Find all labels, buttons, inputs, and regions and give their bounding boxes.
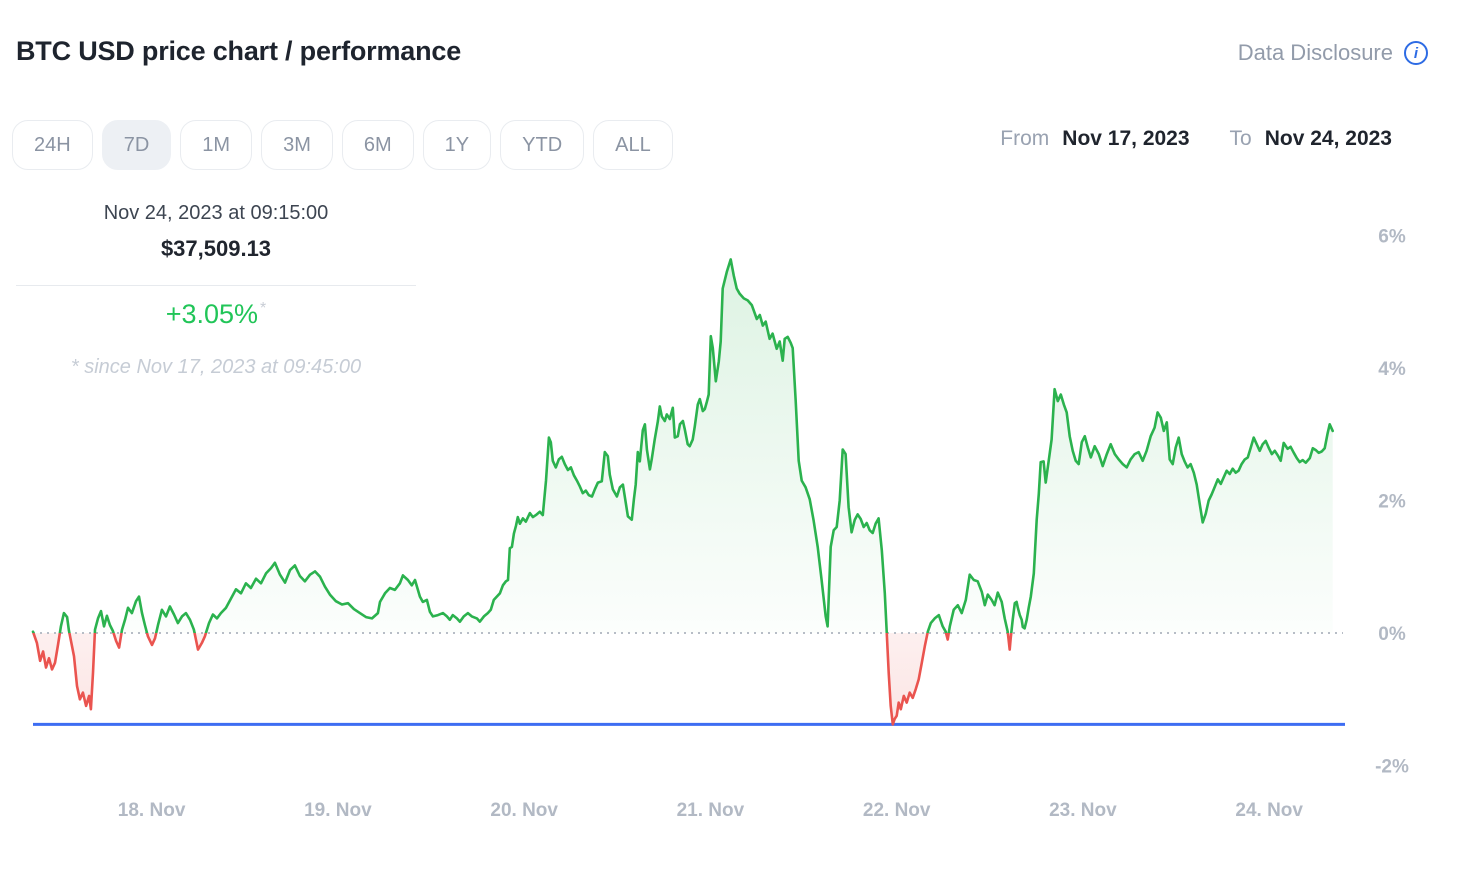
positive-area-fill bbox=[33, 259, 1333, 633]
from-label: From bbox=[1000, 127, 1050, 150]
range-button-1m[interactable]: 1M bbox=[180, 120, 253, 170]
range-button-all[interactable]: ALL bbox=[593, 120, 673, 170]
price-line-positive bbox=[31, 258, 1334, 633]
date-range: From Nov 17, 2023 To Nov 24, 2023 bbox=[1000, 127, 1392, 151]
tooltip-timestamp: Nov 24, 2023 at 09:15:00 bbox=[103, 202, 329, 224]
tooltip-footnote: * since Nov 17, 2023 at 09:45:00 bbox=[70, 356, 362, 378]
x-axis-label: 18. Nov bbox=[118, 800, 186, 821]
x-axis-label: 22. Nov bbox=[863, 800, 931, 821]
tooltip-price: $37,509.13 bbox=[160, 236, 272, 261]
price-tooltip: Nov 24, 2023 at 09:15:00 $37,509.13 +3.0… bbox=[16, 202, 416, 379]
x-axis-label: 20. Nov bbox=[490, 800, 558, 821]
y-axis-label: 6% bbox=[1378, 227, 1406, 248]
x-axis-label: 21. Nov bbox=[677, 800, 745, 821]
range-selector: 24H 7D 1M 3M 6M 1Y YTD ALL bbox=[12, 120, 673, 170]
x-axis-label: 23. Nov bbox=[1049, 800, 1117, 821]
range-button-7d[interactable]: 7D bbox=[101, 120, 172, 170]
range-button-ytd[interactable]: YTD bbox=[500, 120, 585, 170]
y-axis-label: 2% bbox=[1378, 492, 1406, 513]
to-date[interactable]: Nov 24, 2023 bbox=[1264, 127, 1392, 150]
footnote-marker: * bbox=[260, 300, 267, 317]
x-axis-label: 24. Nov bbox=[1235, 800, 1303, 821]
y-axis-label: 4% bbox=[1378, 359, 1406, 380]
range-button-24h[interactable]: 24H bbox=[12, 120, 93, 170]
range-button-1y[interactable]: 1Y bbox=[422, 120, 492, 170]
data-disclosure-link[interactable]: Data Disclosure i bbox=[1238, 40, 1428, 66]
x-axis-label: 19. Nov bbox=[304, 800, 372, 821]
page-title: BTC USD price chart / performance bbox=[16, 36, 462, 66]
tooltip-change: +3.05% * bbox=[165, 299, 267, 329]
info-icon[interactable]: i bbox=[1404, 41, 1428, 65]
y-axis-label: -2% bbox=[1375, 757, 1409, 778]
from-date[interactable]: Nov 17, 2023 bbox=[1062, 127, 1190, 150]
y-axis-label: 0% bbox=[1378, 624, 1406, 645]
range-button-3m[interactable]: 3M bbox=[261, 120, 333, 170]
data-disclosure-label: Data Disclosure bbox=[1237, 40, 1393, 65]
to-label: To bbox=[1229, 127, 1252, 150]
range-button-6m[interactable]: 6M bbox=[341, 120, 414, 170]
tooltip-divider bbox=[16, 285, 416, 286]
